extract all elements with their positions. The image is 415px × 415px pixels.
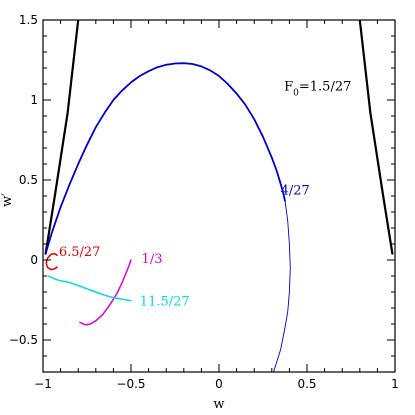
series-line-4 <box>45 252 58 271</box>
x-tick-label: −0.5 <box>116 377 145 391</box>
plot-frame <box>42 19 396 373</box>
y-tick-label: −0.5 <box>9 333 38 347</box>
series-line-0 <box>44 20 80 255</box>
x-axis-title: w <box>213 397 224 412</box>
annotation-2: 6.5/27 <box>59 245 101 260</box>
labels-layer: −1 −0.5 0 0.5 1 −0.5 0 0.5 1 1.5 <box>9 13 399 391</box>
annotation-3: 1/3 <box>142 252 163 267</box>
y-tick-label: 0 <box>30 253 38 267</box>
series-line-1 <box>358 20 394 255</box>
annotation-1: 4/27 <box>281 183 310 198</box>
x-tick-label: 0.5 <box>297 377 316 391</box>
y-tick-label: 1 <box>30 93 38 107</box>
series-line-5 <box>79 259 132 326</box>
x-tick-label: −1 <box>34 377 52 391</box>
x-tick-label: 1 <box>391 377 399 391</box>
y-tick-label: 0.5 <box>19 173 38 187</box>
series-line-6 <box>47 275 132 302</box>
annotation-4: 11.5/27 <box>140 295 190 310</box>
y-tick-label: 1.5 <box>19 13 38 27</box>
series-line-2 <box>44 62 286 255</box>
ticks-layer <box>42 19 396 373</box>
series-layer <box>44 20 394 372</box>
y-axis-title: w′ <box>0 193 15 207</box>
series-line-3 <box>273 200 291 372</box>
x-tick-label: 0 <box>215 377 223 391</box>
annotations-layer: F0=1.5/27 4/27 6.5/27 1/3 11.5/27 <box>59 79 352 309</box>
annotation-0: F0=1.5/27 <box>284 79 351 98</box>
